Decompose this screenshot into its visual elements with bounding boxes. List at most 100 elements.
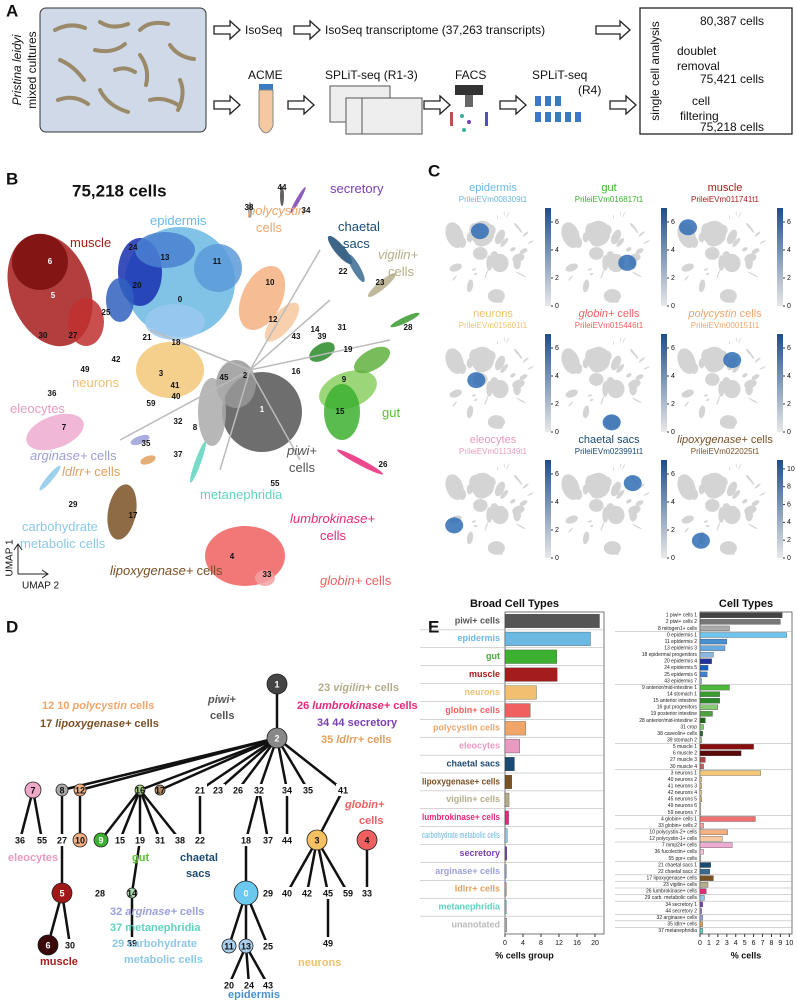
label-part: globin+	[320, 573, 363, 588]
umap-cloud	[574, 488, 583, 500]
cluster-label: globin+ cells	[320, 573, 392, 588]
node-label: 7	[30, 785, 35, 795]
umap-cloud	[703, 520, 708, 523]
tree-node	[221, 938, 237, 954]
cluster-label: cells	[388, 264, 415, 279]
label-part: epidermis	[228, 989, 280, 1000]
gene-id: PrileiEVm000151t1	[691, 321, 760, 330]
node-bg	[153, 834, 167, 846]
label-part: cells	[134, 718, 158, 730]
label-part: carbohydrate	[22, 519, 98, 534]
cluster-number: 12	[269, 315, 278, 324]
y-tick-label: polycystin cells	[433, 723, 500, 733]
umap-cloud	[717, 224, 728, 236]
group-label: globin+	[344, 799, 385, 811]
node-bg	[125, 937, 139, 949]
label-part: cells	[388, 264, 415, 279]
label-part: lipoxygenase+	[55, 718, 132, 730]
label-part: muscle	[708, 182, 743, 194]
y-tick-label: muscle	[469, 669, 500, 679]
umap-cloud	[703, 268, 708, 271]
y-tick-label: 16 gut progenitors	[657, 705, 698, 711]
umap-cloud	[716, 269, 721, 280]
label-part: lipoxygenase+	[110, 563, 194, 578]
umap-cloud	[518, 353, 522, 360]
node-label: 27	[57, 835, 67, 845]
y-tick-label: 55 ppr+ cells	[669, 856, 698, 862]
label-part: neurons	[298, 957, 341, 969]
tree-edge	[130, 839, 142, 894]
node-bg	[300, 887, 314, 899]
y-tick-label: 4 globin+ cells 1	[661, 816, 697, 822]
colorbar-tick-label: 0	[555, 303, 559, 310]
cluster-number: 10	[266, 278, 275, 287]
tube	[258, 84, 274, 134]
label-part: metabolic cells	[124, 954, 203, 966]
cluster-number: 1	[260, 405, 265, 414]
label-part: 35	[321, 734, 333, 746]
umap-cloud	[490, 377, 499, 389]
umap-cloud	[612, 215, 614, 219]
feature-name: epidermis	[469, 182, 517, 194]
umap-cloud	[600, 395, 605, 406]
cluster-number: 41	[171, 381, 180, 390]
label-part: neurons	[473, 308, 513, 320]
y-tick-label: 18 epidermal progenitors	[642, 652, 698, 658]
panel-letter: E	[428, 617, 439, 636]
y-tick-label: secretory	[459, 848, 500, 858]
colorbar-tick-label: 2	[671, 401, 675, 408]
colorbar-tick-label: 4	[555, 499, 559, 506]
umap-cloud	[582, 279, 590, 293]
bar	[699, 796, 702, 802]
umap-cloud	[473, 499, 488, 512]
acme: ACME	[248, 68, 283, 82]
umap-cloud	[614, 551, 619, 555]
group-label: 35 ldlrr+ cells	[321, 734, 392, 746]
bar	[504, 739, 521, 754]
label-part: lipoxygenase+	[677, 434, 748, 446]
label-part: cells	[320, 528, 347, 543]
tree-edge	[100, 789, 141, 841]
umap-cloud	[485, 350, 496, 362]
chart-title: Cell Types	[719, 598, 773, 610]
umap-cloud	[746, 222, 752, 230]
label-part: gut	[382, 405, 400, 420]
bar	[699, 684, 730, 691]
feature-umap	[677, 337, 766, 429]
step: cell	[692, 94, 710, 108]
y-tick-label: arginase+ cells	[435, 866, 500, 876]
umap-cloud	[486, 381, 493, 397]
umap-cloud	[716, 395, 721, 406]
species: Pristina leidyi	[10, 34, 24, 105]
colorbar-tick-label: 6	[555, 345, 559, 352]
umap-cloud	[494, 355, 506, 371]
bar	[699, 829, 728, 835]
umap	[7, 186, 420, 586]
umap-cloud	[730, 425, 735, 429]
panel-a: A Pristina leidyi mixed cultures IsoSeq …	[6, 1, 793, 135]
umap-cloud	[496, 215, 498, 219]
y-tick-label: 45 neurons 5	[668, 797, 697, 803]
label-part: cells	[180, 906, 204, 918]
feature-umap	[561, 463, 650, 555]
y-tick-label: 27 muscle 3	[670, 757, 697, 763]
umap-cloud	[635, 248, 644, 255]
cluster-number: 40	[172, 392, 181, 401]
umap-cloud	[698, 279, 706, 293]
colorbar-tick-label: 4	[671, 499, 675, 506]
colorbar-tick-label: 6	[787, 219, 791, 226]
label-part: cells	[289, 460, 316, 475]
node-label: 45	[323, 888, 333, 898]
umap-cloud	[717, 476, 728, 488]
label-part: 34 44 secretory	[317, 717, 398, 729]
node-label: 16	[135, 785, 145, 795]
umap-cloud	[474, 490, 488, 499]
node-label: 38	[175, 835, 185, 845]
bar	[504, 792, 510, 807]
cluster-cloud	[367, 273, 397, 297]
tree-node	[154, 784, 166, 796]
step: removal	[677, 59, 720, 73]
cluster-cloud	[68, 298, 104, 346]
x-tick-label: 1	[707, 940, 711, 947]
label-part: lumbrokinase+	[312, 700, 391, 712]
